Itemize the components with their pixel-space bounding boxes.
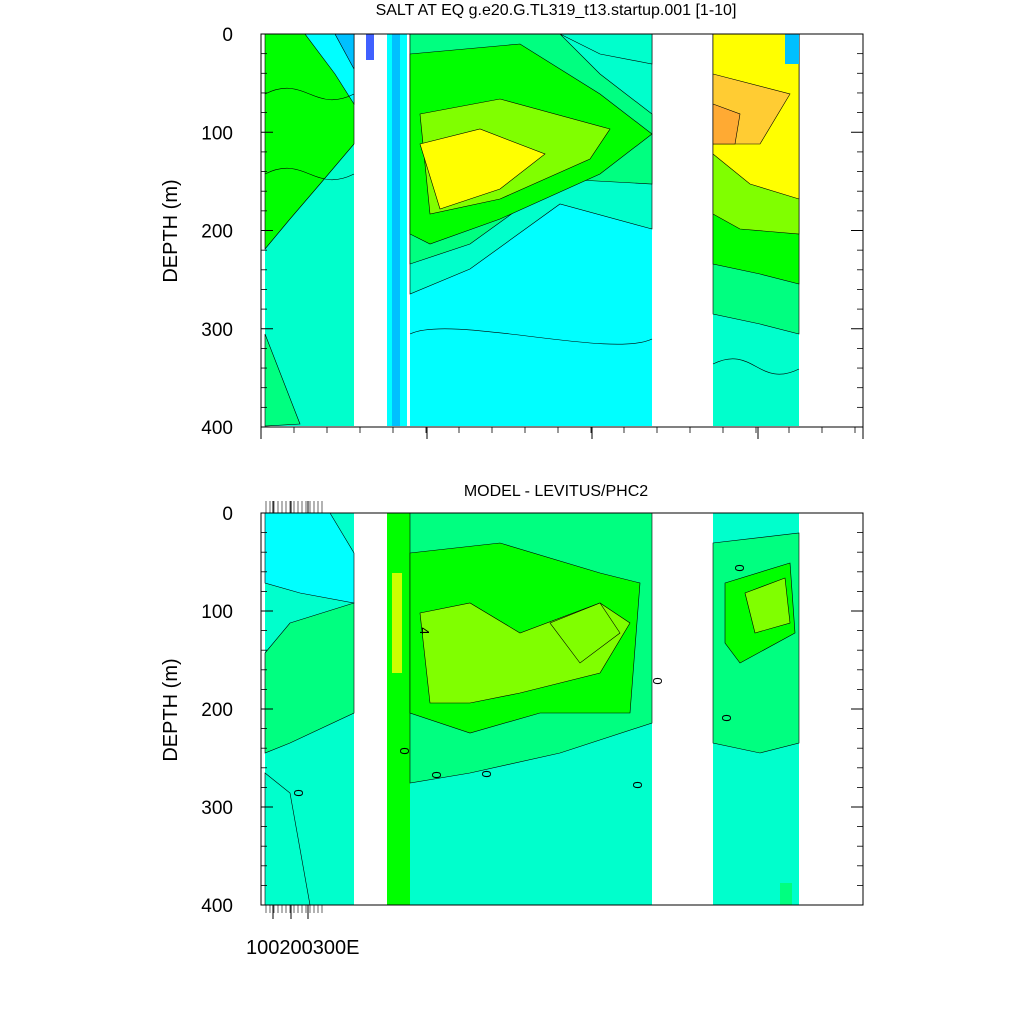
y-tick-label: 400 [201,418,233,439]
panel-2-xtick-label: 100200300E [246,937,359,959]
panel-2-field [264,512,800,906]
panel-2-ylabel: DEPTH (m) [160,658,182,761]
y-tick-label: 100 [201,123,233,144]
y-tick-label: 300 [201,798,233,819]
y-tick-label: 200 [201,222,233,243]
field-region [419,128,546,210]
panel-salt: SALT AT EQ g.e20.G.TL319_t13.startup.001… [160,2,864,439]
contour-label: 0 [479,770,494,777]
y-tick-label: 0 [222,504,233,525]
field-region [392,573,402,673]
contour-label: 0 [732,564,747,571]
field-region [366,34,374,60]
y-tick-label: 100 [201,602,233,623]
y-tick-label: 300 [201,320,233,341]
panel-1-axes: 0 100 200 300 400 [201,25,864,439]
field-region [264,333,301,427]
y-tick-label: 400 [201,896,233,917]
contour-label: 0 [291,789,306,796]
y-tick-label: 200 [201,700,233,721]
field-region [744,577,791,634]
contour-line [409,328,653,345]
field-region [549,602,621,664]
contour-line [264,88,355,100]
contour-label: 0 [650,677,665,684]
field-region [264,602,355,754]
field-region [712,103,741,145]
y-tick-label: 0 [222,25,233,46]
panel-1-ylabel: DEPTH (m) [160,179,182,282]
field-region [392,34,400,426]
panel-2-title: MODEL - LEVITUS/PHC2 [464,483,648,500]
field-region [780,883,792,905]
contour-label: 0 [397,747,412,754]
panel-1-field [264,33,800,427]
field-region [387,513,410,905]
contour-line [264,168,355,180]
contour-label: 0 [719,714,734,721]
contour-label: 0 [630,781,645,788]
contour-line [712,358,800,375]
contour-label: 4 [417,627,432,634]
panel-2-contour-labels: 4 0 0 0 0 0 0 0 0 [291,564,747,796]
contour-label: 0 [429,771,444,778]
panel-1-title: SALT AT EQ g.e20.G.TL319_t13.startup.001… [376,2,737,19]
field-region [785,34,799,64]
